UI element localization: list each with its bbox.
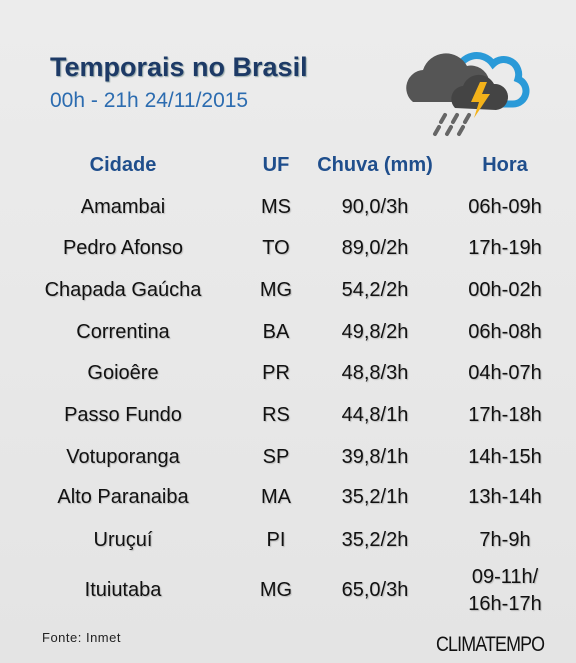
rain-cell: 44,8/1h: [341, 404, 409, 426]
time-cell: 06h-09h: [468, 196, 542, 218]
city-cell: Ituiutaba: [84, 579, 162, 601]
city-cell: Alto Paranaiba: [57, 486, 189, 508]
city-cell: Votuporanga: [66, 446, 180, 468]
rain-cell: 35,2/2h: [341, 529, 409, 551]
city-cell: Goioêre: [87, 362, 159, 384]
state-cell: MG: [259, 579, 293, 601]
state-cell: PI: [266, 529, 286, 551]
rain-cell: 89,0/2h: [341, 237, 409, 259]
time-cell: 06h-08h: [468, 321, 542, 343]
city-cell: Pedro Afonso: [62, 237, 184, 259]
time-cell: 17h-19h: [468, 237, 542, 259]
rain-cell: 48,8/3h: [341, 362, 409, 384]
column-header: UF: [262, 154, 290, 176]
state-cell: MA: [261, 486, 291, 508]
source: Fonte: Inmet: [42, 630, 121, 645]
state-cell: BA: [262, 321, 290, 343]
state-cell: MS: [261, 196, 291, 218]
time-cell: 17h-18h: [468, 404, 542, 426]
time-cell: 13h-14h: [468, 486, 542, 508]
column-header: Hora: [482, 154, 528, 176]
city-cell: Correntina: [76, 321, 170, 343]
time-cell: 14h-15h: [468, 446, 542, 468]
time-cell: 16h-17h: [468, 593, 542, 615]
time-cell: 09-11h/: [471, 566, 539, 588]
rain-cell: 35,2/1h: [341, 486, 409, 508]
weather-icon: [406, 52, 530, 136]
rain-cell: 54,2/2h: [341, 279, 409, 301]
brand: CLIMATEMPO: [436, 633, 545, 656]
city-cell: Passo Fundo: [64, 404, 182, 426]
rain-cell: 49,8/2h: [341, 321, 409, 343]
time-cell: 7h-9h: [479, 529, 531, 551]
city-cell: Amambai: [80, 196, 166, 218]
rain-cell: 65,0/3h: [341, 579, 409, 601]
time-cell: 00h-02h: [468, 279, 542, 301]
time-cell: 04h-07h: [468, 362, 542, 384]
state-cell: TO: [262, 237, 290, 259]
state-cell: PR: [262, 362, 290, 384]
column-header: Chuva (mm): [317, 154, 433, 176]
city-cell: Uruçuí: [93, 529, 153, 551]
subtitle: 00h - 21h 24/11/2015: [50, 89, 249, 112]
city-cell: Chapada Gaúcha: [44, 279, 202, 301]
title: Temporais no Brasil: [50, 52, 308, 82]
state-cell: RS: [262, 404, 290, 426]
rain-cell: 90,0/3h: [341, 196, 409, 218]
state-cell: SP: [262, 446, 290, 468]
column-header: Cidade: [89, 154, 157, 176]
rain-cell: 39,8/1h: [341, 446, 409, 468]
state-cell: MG: [259, 279, 293, 301]
